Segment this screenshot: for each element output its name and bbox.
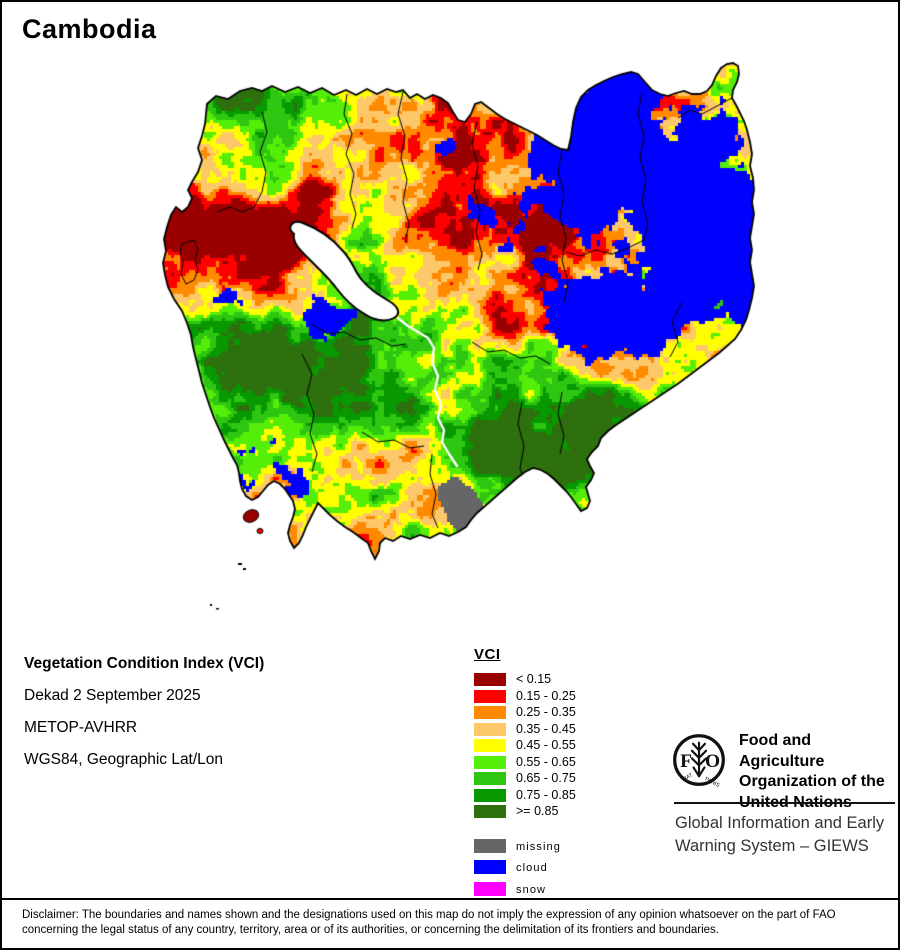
legend-label: >= 0.85 (516, 804, 559, 818)
legend-swatch (474, 739, 506, 752)
legend-row: 0.55 - 0.65 (472, 755, 672, 772)
map-projection: WGS84, Geographic Lat/Lon (24, 751, 224, 768)
map-dekad-date: Dekad 2 September 2025 (24, 687, 201, 704)
map-sensor: METOP-AVHRR (24, 719, 138, 736)
legend-swatch (474, 755, 506, 769)
legend-title: VCI (474, 646, 501, 663)
legend-swatch (474, 838, 506, 853)
giews-line: Warning System – GIEWS (675, 836, 869, 855)
legend-label: < 0.15 (516, 672, 552, 686)
fao-logo-icon: F O FIAT PANIS (673, 734, 725, 787)
legend-swatch (474, 722, 506, 736)
legend-label: 0.35 - 0.45 (516, 721, 576, 736)
org-line: Organization of the (739, 773, 885, 790)
legend-label: 0.45 - 0.55 (516, 738, 576, 752)
legend-label: snow (516, 883, 547, 896)
legend-row: 0.15 - 0.25 (472, 689, 672, 706)
legend-swatch (474, 788, 506, 802)
disclaimer-text: Disclaimer: The boundaries and names sho… (2, 898, 898, 938)
legend-label: 0.25 - 0.35 (516, 705, 576, 719)
fao-motto-right: PANIS (704, 776, 721, 787)
legend-row: 0.35 - 0.45 (472, 722, 672, 739)
svg-text:O: O (705, 751, 720, 772)
legend-gap (472, 821, 672, 838)
legend-row: 0.45 - 0.55 (472, 738, 672, 755)
page-title: Cambodia (22, 14, 157, 44)
legend-row: 0.25 - 0.35 (472, 705, 672, 722)
legend-swatch (474, 805, 506, 818)
vci-legend: VCI < 0.15 0.15 - 0.25 0.25 - 0.35 0.35 - 0… (472, 646, 672, 902)
legend-row: snow (472, 881, 672, 903)
legend-row: >= 0.85 (472, 804, 672, 821)
giews-label: Global Information and Early Warning Sys… (675, 812, 884, 857)
legend-swatch (474, 706, 506, 719)
legend-label: 0.55 - 0.65 (516, 754, 576, 769)
fao-divider-line (674, 802, 895, 804)
map-info-block: Vegetation Condition Index (VCI) Dekad 2… (24, 648, 264, 776)
org-line: Food and Agriculture (739, 732, 825, 770)
legend-swatch (474, 860, 506, 874)
legend-extra-rows: missing cloud snow (472, 838, 672, 903)
legend-row: < 0.15 (472, 672, 672, 689)
legend-label: 0.15 - 0.25 (516, 688, 576, 703)
fao-org-name: Food and Agriculture Organization of the… (739, 731, 896, 813)
legend-row: 0.65 - 0.75 (472, 771, 672, 788)
legend-swatch (474, 689, 506, 703)
legend-row: 0.75 - 0.85 (472, 788, 672, 805)
svg-text:F: F (680, 751, 692, 772)
legend-label: cloud (516, 862, 548, 874)
legend-row: cloud (472, 859, 672, 881)
fao-motto-left: FIAT (681, 772, 694, 783)
legend-swatch (474, 881, 506, 896)
legend-class-rows: < 0.15 0.15 - 0.25 0.25 - 0.35 0.35 - 0.45 0… (472, 672, 672, 821)
legend-label: missing (516, 840, 561, 853)
giews-line: Global Information and Early (675, 814, 885, 832)
legend-label: 0.65 - 0.75 (516, 771, 576, 785)
legend-swatch (474, 772, 506, 785)
legend-swatch (474, 673, 506, 686)
map-product-name: Vegetation Condition Index (VCI) (24, 655, 265, 672)
legend-row: missing (472, 838, 672, 860)
legend-label: 0.75 - 0.85 (516, 787, 576, 802)
